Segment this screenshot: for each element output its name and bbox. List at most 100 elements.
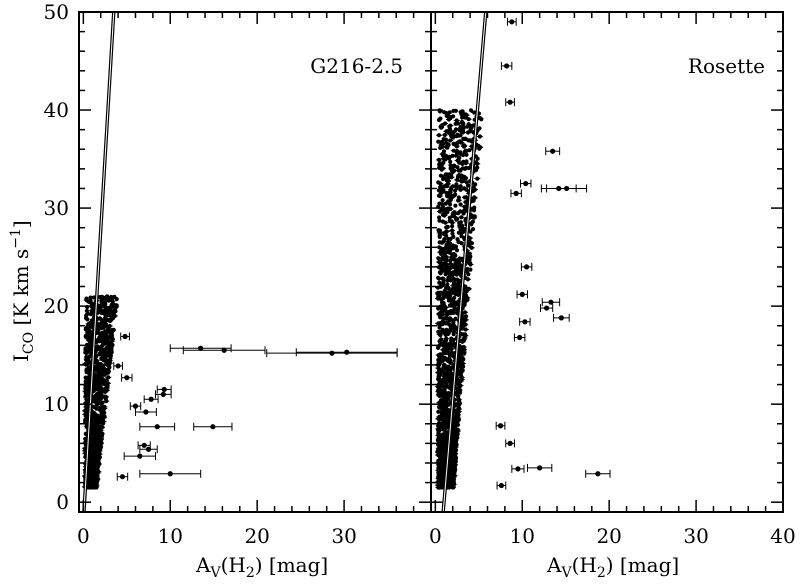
cloud-point <box>97 455 102 460</box>
cloud-point <box>94 378 99 383</box>
cloud-point <box>457 223 462 228</box>
cloud-point <box>449 255 454 260</box>
cloud-point <box>462 302 467 307</box>
x-tick-label: 10 <box>158 524 183 548</box>
cloud-point <box>94 392 100 397</box>
data-point <box>537 465 543 471</box>
errorbar-point <box>546 184 588 193</box>
errorbar-point <box>505 98 515 107</box>
cloud-point <box>464 286 469 292</box>
cloud-point <box>437 276 442 281</box>
cloud-point <box>460 115 465 120</box>
cloud-point <box>444 356 449 362</box>
errorbar-point <box>520 262 533 271</box>
data-point <box>519 291 525 297</box>
panel-rosette-title: Rosette <box>688 54 765 78</box>
data-point <box>548 299 554 305</box>
errorbar-point <box>585 469 611 478</box>
x-tick-label: 20 <box>244 524 269 548</box>
cloud-point <box>99 318 104 323</box>
data-point <box>143 409 149 415</box>
cloud-point <box>457 184 462 189</box>
cloud-point <box>436 409 441 414</box>
cloud-point <box>468 229 473 234</box>
cloud-point <box>446 377 452 382</box>
data-point <box>198 345 204 351</box>
data-point <box>504 63 510 69</box>
cloud-point <box>99 300 104 305</box>
errorbar-point <box>295 348 398 357</box>
cloud-point <box>94 406 99 411</box>
cloud-point <box>444 225 449 230</box>
cloud-point <box>443 272 448 277</box>
cloud-point <box>108 317 113 322</box>
cloud-point <box>451 482 456 487</box>
cloud-point <box>452 257 457 262</box>
panel-rosette-ticks <box>431 11 784 512</box>
cloud-point <box>450 135 456 140</box>
cloud-point <box>446 298 451 303</box>
cloud-point <box>447 471 452 476</box>
errorbar-point <box>266 349 398 358</box>
cloud-point <box>440 198 445 203</box>
cloud-point <box>436 469 441 474</box>
cloud-point <box>92 424 98 430</box>
cloud-point <box>85 377 90 382</box>
cloud-point <box>84 313 89 318</box>
cloud-point <box>455 285 460 290</box>
cloud-point <box>455 311 460 316</box>
cloud-point <box>437 218 442 223</box>
cloud-point <box>455 165 460 170</box>
cloud-point <box>444 249 449 255</box>
panel-g216-points <box>82 12 398 512</box>
cloud-point <box>462 208 467 213</box>
cloud-point <box>448 236 453 241</box>
cloud-point <box>105 294 110 299</box>
cloud-point <box>453 452 458 458</box>
cloud-point <box>470 227 476 232</box>
errorbar-point <box>500 61 513 70</box>
errorbar-point <box>120 332 130 341</box>
cloud-point <box>442 378 447 383</box>
data-point <box>115 363 121 369</box>
cloud-point <box>454 422 459 427</box>
cloud-point <box>454 248 460 253</box>
cloud-point <box>452 456 457 461</box>
errorbar-point <box>541 298 561 307</box>
data-point <box>522 319 528 325</box>
panel-rosette-frame <box>430 11 784 513</box>
errorbar-point <box>154 390 172 399</box>
cloud-point <box>452 429 457 434</box>
cloud-point <box>471 198 476 203</box>
cloud-point <box>458 124 463 129</box>
cloud-point <box>98 396 103 402</box>
cloud-point <box>113 306 118 311</box>
cloud-point <box>84 418 89 423</box>
cloud-point <box>453 402 458 407</box>
data-point <box>595 471 601 477</box>
cloud-point <box>440 240 445 245</box>
cloud-point <box>452 443 457 448</box>
errorbar-point <box>510 189 522 198</box>
cloud-point <box>451 320 456 325</box>
panel-rosette-x-tick-labels: 0 10 20 30 40 <box>429 524 796 548</box>
cloud-point <box>439 411 444 416</box>
cloud-point <box>445 350 450 355</box>
cloud-point <box>84 367 89 372</box>
y-tick-label: 30 <box>44 196 69 220</box>
dense-cloud <box>435 108 484 490</box>
errorbar-point <box>526 463 553 472</box>
cloud-point <box>448 190 453 195</box>
cloud-point <box>455 217 460 222</box>
cloud-point <box>439 337 444 342</box>
cloud-point <box>461 111 466 117</box>
data-point <box>558 315 564 321</box>
data-point <box>119 474 126 480</box>
cloud-point <box>441 267 446 272</box>
cloud-point <box>441 407 446 413</box>
data-point <box>550 148 556 154</box>
cloud-point <box>436 435 441 440</box>
cloud-point <box>87 342 92 347</box>
cloud-point <box>439 471 444 477</box>
cloud-point <box>462 351 467 356</box>
